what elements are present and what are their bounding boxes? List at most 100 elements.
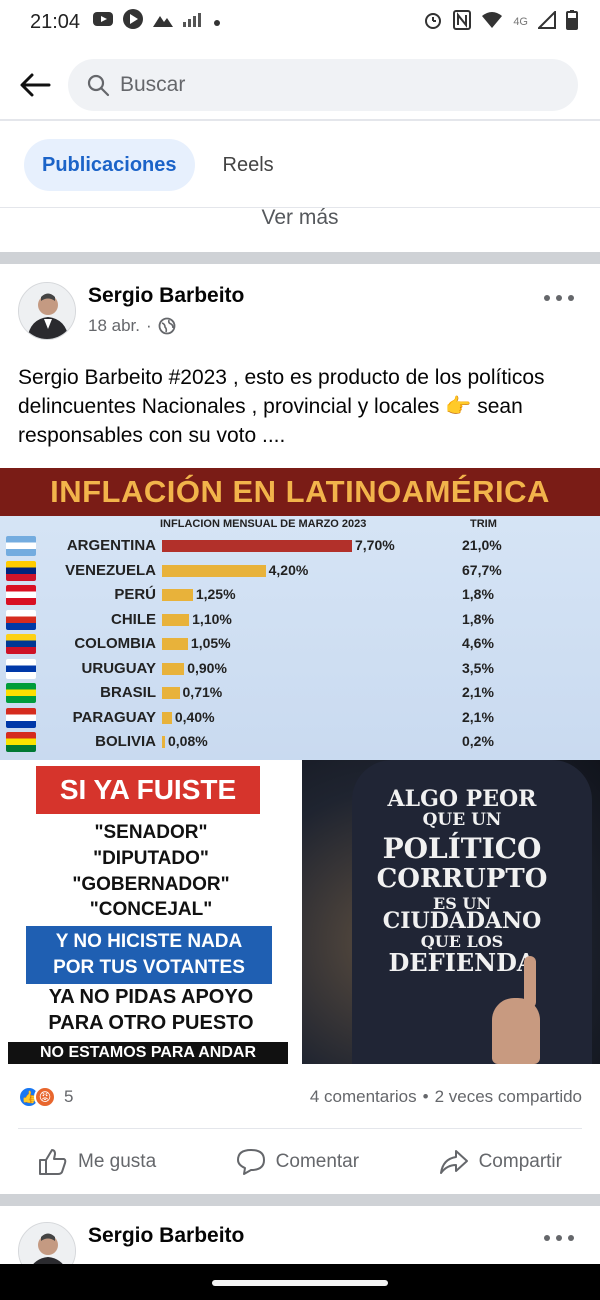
country-label: VENEZUELA	[65, 561, 156, 579]
inflation-row: PERÚ 1,25% 1,8%	[0, 583, 600, 607]
country-label: BOLIVIA	[95, 733, 156, 750]
shirt-text: CORRUPTO	[376, 864, 548, 894]
country-label: BRASIL	[100, 684, 156, 701]
reactions-count[interactable]: 5	[64, 1087, 74, 1106]
inflation-value: 1,10%	[192, 610, 232, 627]
shirt-text: QUE LOS	[420, 932, 504, 951]
inflation-value: 0,40%	[174, 708, 215, 725]
search-input[interactable]	[120, 73, 500, 97]
inflation-row: BOLIVIA 0,08% 0,2%	[0, 730, 600, 754]
flag-icon	[6, 658, 36, 679]
post-meta: 18 abr. ·	[88, 316, 176, 336]
meme-role: "GOBERNADOR"	[72, 874, 230, 895]
inflation-value: 7,70%	[355, 537, 395, 553]
shirt-text: POLÍTICO	[382, 832, 542, 865]
country-label: CHILE	[111, 610, 156, 628]
meme-line: YA NO PIDAS APOYO	[48, 986, 254, 1008]
image-trim-header: TRIM	[470, 518, 497, 530]
tab-publicaciones[interactable]: Publicaciones	[24, 139, 195, 191]
back-button[interactable]	[18, 68, 52, 102]
meme-blue-box: Y NO HICISTE NADA POR TUS VOTANTES	[26, 926, 272, 984]
inflation-value: 0,08%	[168, 733, 208, 749]
trim-value: 2,1%	[462, 684, 494, 700]
inflation-row: PARAGUAY 0,40% 2,1%	[0, 706, 600, 730]
section-separator	[0, 1194, 600, 1206]
comment-icon	[236, 1149, 265, 1175]
meme-line: PARA OTRO PUESTO	[48, 1012, 254, 1034]
post-author[interactable]: Sergio Barbeito	[88, 284, 245, 307]
more-options-button[interactable]	[544, 1228, 574, 1248]
like-button[interactable]: Me gusta	[38, 1148, 156, 1176]
meme-role: "SENADOR"	[94, 822, 208, 843]
network-type: 4G	[513, 16, 528, 28]
arrow-left-icon	[20, 73, 51, 97]
tab-reels[interactable]: Reels	[222, 153, 274, 176]
inflation-value: 0,71%	[182, 684, 223, 700]
divider	[0, 119, 600, 121]
post-text: Sergio Barbeito #2023 , esto es producto…	[18, 366, 545, 447]
alarm-icon	[423, 10, 443, 35]
cell-signal-icon	[536, 9, 556, 34]
see-more-link[interactable]: Ver más	[261, 206, 339, 229]
inflation-bar	[162, 564, 266, 577]
post-image-meme-right[interactable]: ALGO PEOR QUE UN POLÍTICO CORRUPTO ES UN…	[302, 760, 600, 1064]
comment-button[interactable]: Comentar	[236, 1148, 359, 1176]
divider	[0, 207, 600, 208]
inflation-bar	[162, 589, 193, 601]
image-subtitle: INFLACION MENSUAL DE MARZO 2023	[160, 518, 367, 530]
section-separator	[0, 252, 600, 264]
image-title-bar	[0, 468, 600, 516]
profile-tabs: Publicaciones Reels	[0, 138, 600, 192]
meme-role: "CONCEJAL"	[89, 899, 213, 920]
inflation-row: ARGENTINA 7,70% 21,0%	[0, 534, 600, 558]
inflation-bar	[162, 540, 352, 552]
country-label: PARAGUAY	[72, 708, 156, 726]
flag-icon	[6, 707, 36, 728]
angry-reaction-icon[interactable]: 😡	[34, 1086, 56, 1108]
inflation-value: 1,25%	[195, 586, 236, 602]
image-title: INFLACIÓN EN LATINOAMÉRICA	[50, 474, 550, 509]
shares-count[interactable]: 2 veces compartido	[434, 1087, 582, 1106]
youtube-icon	[92, 10, 114, 34]
inflation-bar	[162, 736, 165, 748]
share-label: Compartir	[478, 1151, 562, 1172]
inflation-value: 4,20%	[268, 561, 309, 578]
shirt-text: ES UN	[433, 894, 491, 913]
mountain-icon	[152, 11, 174, 34]
shirt-text: QUE UN	[422, 810, 502, 830]
country-label: COLOMBIA	[74, 635, 156, 652]
signal-bars-icon	[182, 11, 204, 34]
trim-value: 0,2%	[462, 733, 494, 749]
separator-dot: ·	[146, 316, 152, 335]
comments-count[interactable]: 4 comentarios	[309, 1087, 417, 1106]
trim-value: 67,7%	[462, 561, 502, 578]
avatar[interactable]	[18, 282, 76, 340]
divider	[18, 1128, 582, 1129]
post-image-meme-left[interactable]: SI YA FUISTE "SENADOR" "DIPUTADO" "GOBER…	[0, 760, 302, 1064]
search-bar[interactable]	[68, 59, 578, 111]
status-bar: 21:04 4G	[0, 0, 600, 44]
trim-value: 4,6%	[462, 635, 494, 651]
separator-dot: •	[422, 1087, 429, 1106]
reactions-bar: 👍 😡 5 4 comentarios • 2 veces compartido	[18, 1082, 582, 1112]
share-button[interactable]: Compartir	[439, 1148, 562, 1176]
hand-shape	[492, 998, 540, 1064]
tshirt-shape	[352, 760, 592, 1064]
inflation-bar	[162, 638, 188, 650]
shirt-text: CIUDADANO	[382, 908, 542, 934]
pointing-finger	[524, 956, 536, 1008]
home-gesture-pill[interactable]	[212, 1280, 388, 1286]
like-label: Me gusta	[78, 1151, 157, 1172]
country-label: PERÚ	[114, 586, 156, 603]
post-date[interactable]: 18 abr.	[88, 316, 140, 335]
clock: 21:04	[30, 10, 81, 33]
post-header: Sergio Barbeito 18 abr. ·	[18, 282, 582, 342]
more-options-button[interactable]	[544, 288, 574, 308]
globe-icon	[158, 317, 176, 335]
inflation-value: 0,90%	[187, 659, 227, 676]
inflation-value: 1,05%	[190, 635, 231, 651]
inflation-bar	[162, 613, 190, 626]
post-image-inflation[interactable]: INFLACIÓN EN LATINOAMÉRICA INFLACION MEN…	[0, 468, 600, 760]
post-author[interactable]: Sergio Barbeito	[88, 1224, 245, 1247]
comment-label: Comentar	[275, 1151, 360, 1172]
